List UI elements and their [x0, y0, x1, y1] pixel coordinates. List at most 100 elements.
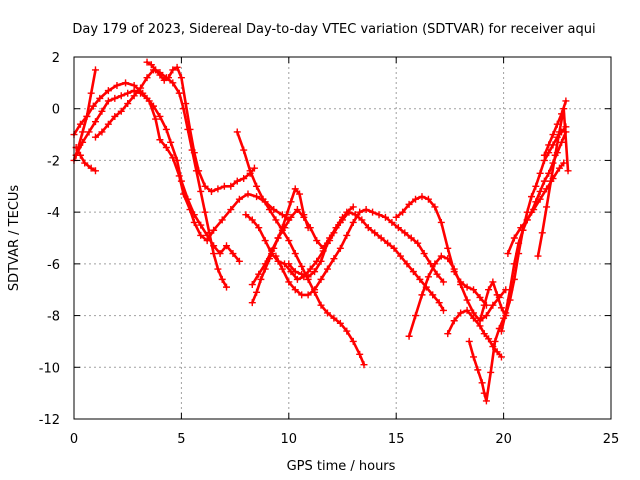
data-point-marker [493, 291, 501, 299]
data-point-marker [530, 206, 538, 214]
data-point-marker [480, 330, 488, 338]
data-point-marker [457, 309, 465, 317]
data-point-marker [98, 107, 106, 115]
data-point-marker [81, 159, 89, 167]
y-tick-label: -8 [47, 310, 60, 325]
data-point-marker [323, 265, 331, 273]
data-point-marker [248, 299, 256, 307]
data-point-marker [160, 76, 168, 84]
data-point-marker [489, 301, 497, 309]
data-point-marker [253, 288, 261, 296]
data-point-marker [394, 224, 402, 232]
data-point-marker [91, 66, 99, 74]
series-track-21-markers [540, 97, 570, 159]
series-track-15-markers [444, 306, 505, 361]
data-point-marker [439, 278, 447, 286]
plot-frame [73, 56, 612, 420]
data-point-marker [377, 234, 385, 242]
data-point-marker [98, 128, 106, 136]
data-point-marker [306, 265, 314, 273]
data-point-marker [399, 208, 407, 216]
data-point-marker [528, 193, 536, 201]
data-point-marker [463, 306, 471, 314]
data-point-marker [113, 81, 121, 89]
data-point-marker [330, 229, 338, 237]
y-tick-label: -4 [47, 206, 60, 221]
data-point-marker [437, 218, 445, 226]
data-point-marker [242, 211, 250, 219]
data-point-marker [173, 156, 181, 164]
data-point-marker [197, 231, 205, 239]
data-point-marker [268, 247, 276, 255]
data-point-marker [293, 206, 301, 214]
data-point-marker [296, 190, 304, 198]
data-point-marker [424, 273, 432, 281]
data-point-marker [311, 286, 319, 294]
data-point-marker [253, 193, 261, 201]
data-point-marker [482, 312, 490, 320]
data-point-marker [480, 389, 488, 397]
data-point-marker [360, 361, 368, 369]
data-point-marker [323, 309, 331, 317]
data-point-marker [349, 203, 357, 211]
data-point-marker [156, 136, 164, 144]
data-point-marker [201, 208, 209, 216]
data-point-marker [502, 309, 510, 317]
data-point-marker [439, 306, 447, 314]
series-track-4-markers [72, 144, 99, 175]
data-point-marker [543, 203, 551, 211]
data-point-marker [278, 265, 286, 273]
series-track-3-markers [72, 87, 243, 265]
data-point-marker [547, 177, 555, 185]
series-track-11-markers [272, 206, 447, 299]
data-point-marker [317, 257, 325, 265]
data-point-marker [412, 195, 420, 203]
data-point-marker [201, 182, 209, 190]
data-point-marker [497, 304, 505, 312]
data-point-marker [463, 296, 471, 304]
data-point-marker [356, 350, 364, 358]
data-point-marker [298, 291, 306, 299]
y-tick-label: -10 [39, 361, 60, 376]
data-point-marker [89, 102, 97, 110]
data-point-marker [298, 262, 306, 270]
data-point-marker [450, 268, 458, 276]
data-point-marker [463, 283, 471, 291]
data-point-marker [285, 237, 293, 245]
data-point-marker [291, 250, 299, 258]
data-point-marker [253, 182, 261, 190]
x-tick-label: 10 [281, 432, 298, 447]
data-point-marker [485, 286, 493, 294]
data-point-marker [169, 79, 177, 87]
data-point-marker [381, 213, 389, 221]
data-point-marker [149, 102, 157, 110]
data-point-marker [497, 353, 505, 361]
data-point-marker [420, 250, 428, 258]
data-point-marker [210, 250, 218, 258]
data-point-marker [470, 314, 478, 322]
data-point-marker [272, 252, 280, 260]
data-point-marker [444, 244, 452, 252]
data-point-marker [240, 146, 248, 154]
data-point-marker [147, 61, 155, 69]
data-point-marker [549, 131, 557, 139]
y-axis-title: SDTVAR / TECUs [7, 185, 22, 292]
data-point-marker [220, 182, 228, 190]
data-point-marker [418, 193, 426, 201]
data-point-marker [240, 175, 248, 183]
data-point-marker [480, 301, 488, 309]
data-point-marker [536, 195, 544, 203]
data-point-marker [104, 97, 112, 105]
data-point-marker [306, 224, 314, 232]
series-track-6 [145, 60, 256, 193]
data-point-marker [233, 177, 241, 185]
data-point-marker [272, 216, 280, 224]
data-point-marker [298, 270, 306, 278]
data-point-marker [558, 138, 566, 146]
data-point-marker [227, 182, 235, 190]
data-point-marker [407, 234, 415, 242]
data-point-marker [313, 237, 321, 245]
data-point-marker [532, 182, 540, 190]
data-point-marker [244, 190, 252, 198]
